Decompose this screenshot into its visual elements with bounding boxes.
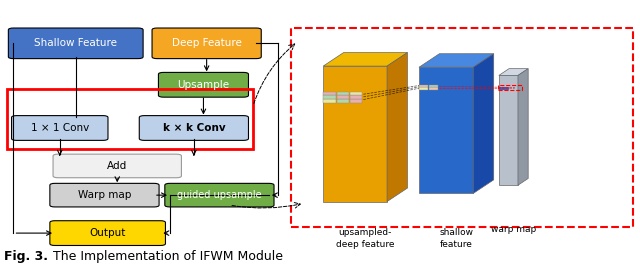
- Polygon shape: [499, 69, 528, 75]
- Bar: [291, 28, 633, 227]
- Text: 1 × 1 Conv: 1 × 1 Conv: [31, 123, 89, 133]
- FancyBboxPatch shape: [8, 28, 143, 59]
- Polygon shape: [350, 92, 362, 95]
- Polygon shape: [419, 85, 428, 87]
- FancyBboxPatch shape: [12, 116, 108, 140]
- FancyBboxPatch shape: [140, 116, 248, 140]
- Polygon shape: [323, 66, 387, 202]
- Polygon shape: [337, 96, 349, 99]
- Text: Deep Feature: Deep Feature: [172, 38, 241, 48]
- Polygon shape: [429, 87, 438, 90]
- Polygon shape: [499, 87, 508, 89]
- Polygon shape: [323, 53, 408, 66]
- Polygon shape: [419, 54, 493, 67]
- FancyBboxPatch shape: [165, 183, 274, 207]
- Polygon shape: [419, 87, 428, 90]
- Text: Add: Add: [107, 161, 127, 171]
- Polygon shape: [419, 67, 473, 193]
- FancyBboxPatch shape: [53, 154, 181, 178]
- Text: upsampled-
deep feature: upsampled- deep feature: [336, 228, 395, 248]
- Polygon shape: [337, 92, 349, 95]
- Bar: [497, 85, 522, 90]
- Text: The Implementation of IFWM Module: The Implementation of IFWM Module: [49, 251, 283, 264]
- Text: Upsample: Upsample: [177, 80, 230, 90]
- Polygon shape: [350, 96, 362, 99]
- Polygon shape: [323, 99, 335, 103]
- Polygon shape: [323, 96, 335, 99]
- FancyBboxPatch shape: [50, 221, 166, 245]
- Text: guided upsample: guided upsample: [177, 190, 262, 200]
- Polygon shape: [350, 99, 362, 103]
- Polygon shape: [387, 53, 408, 202]
- Polygon shape: [499, 75, 518, 185]
- Bar: [7, 89, 253, 149]
- Polygon shape: [473, 54, 493, 193]
- Polygon shape: [323, 92, 335, 95]
- FancyBboxPatch shape: [152, 28, 261, 59]
- Text: Warp map: Warp map: [78, 190, 131, 200]
- Polygon shape: [337, 99, 349, 103]
- FancyBboxPatch shape: [50, 183, 159, 207]
- Text: shallow
feature: shallow feature: [439, 228, 474, 248]
- Text: Fig. 3.: Fig. 3.: [4, 251, 48, 264]
- Text: k × k Conv: k × k Conv: [163, 123, 225, 133]
- Polygon shape: [429, 85, 438, 87]
- FancyBboxPatch shape: [159, 72, 248, 97]
- Text: warp map: warp map: [491, 225, 536, 234]
- Polygon shape: [518, 69, 528, 185]
- Text: Shallow Feature: Shallow Feature: [34, 38, 117, 48]
- Text: Output: Output: [90, 228, 126, 238]
